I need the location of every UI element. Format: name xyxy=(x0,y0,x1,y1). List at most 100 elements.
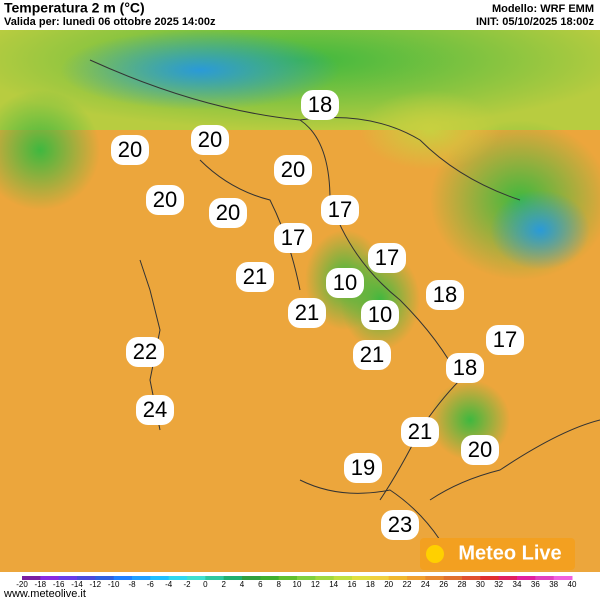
temp-bubble xyxy=(236,262,274,292)
colorbar-segment xyxy=(553,576,573,580)
model: Modello: WRF EMM xyxy=(492,3,594,15)
temp-label: 17 xyxy=(281,225,305,250)
colorbar-segment xyxy=(132,576,151,580)
colorbar-tick-label: 40 xyxy=(568,580,577,589)
header-bg xyxy=(0,0,600,30)
temp-label: 17 xyxy=(493,327,517,352)
colorbar-tick-label: 16 xyxy=(348,580,357,589)
temp-label: 17 xyxy=(375,245,399,270)
colorbar-tick-label: -10 xyxy=(108,580,120,589)
colorbar-segment xyxy=(462,576,481,580)
temp-label: 20 xyxy=(281,157,305,182)
colorbar-tick-label: 0 xyxy=(203,580,208,589)
temp-bubble xyxy=(301,90,339,120)
colorbar-tick-label: 8 xyxy=(276,580,281,589)
temp-label: 20 xyxy=(468,437,492,462)
temp-label: 17 xyxy=(328,197,352,222)
colorbar-segment xyxy=(297,576,316,580)
colorbar-tick-label: -8 xyxy=(128,580,136,589)
temp-label: 22 xyxy=(133,339,157,364)
colorbar-segment xyxy=(315,576,335,580)
temp-label: 10 xyxy=(333,270,357,295)
temp-label: 18 xyxy=(308,92,332,117)
temp-bubble xyxy=(288,298,326,328)
logo-text: Meteo Live xyxy=(458,542,561,564)
temp-bubble xyxy=(274,223,312,253)
colorbar-segment xyxy=(113,576,133,580)
colorbar-segment xyxy=(352,576,371,580)
map-area xyxy=(0,0,600,572)
valid-time: Valida per: lunedì 06 ottobre 2025 14:00… xyxy=(4,16,216,28)
colorbar-tick-label: 38 xyxy=(549,580,558,589)
temp-bubble xyxy=(461,435,499,465)
colorbar-segment xyxy=(498,576,518,580)
colorbar-tick-label: 36 xyxy=(531,580,540,589)
colorbar-segment xyxy=(223,576,243,580)
url: www.meteolive.it xyxy=(3,588,86,600)
colorbar-segment xyxy=(58,576,78,580)
colorbar-segment xyxy=(535,576,555,580)
logo: Meteo Live xyxy=(420,538,575,570)
colorbar-tick-label: -20 xyxy=(16,580,28,589)
colorbar-segment xyxy=(40,576,60,580)
colorbar-tick-label: 2 xyxy=(221,580,226,589)
colorbar-segment xyxy=(95,576,115,580)
temp-label: 20 xyxy=(198,127,222,152)
colorbar-tick-label: -18 xyxy=(35,580,47,589)
colorbar-segment xyxy=(370,576,390,580)
temp-bubble xyxy=(401,417,439,447)
temp-label: 19 xyxy=(351,455,375,480)
colorbar-tick-label: 4 xyxy=(240,580,245,589)
colorbar-segment xyxy=(260,576,280,580)
colorbar-segment xyxy=(77,576,96,580)
colorbar-segment xyxy=(425,576,445,580)
temp-label: 20 xyxy=(118,137,142,162)
colorbar-segment xyxy=(278,576,298,580)
temp-label: 21 xyxy=(408,419,432,444)
colorbar-segment xyxy=(150,576,170,580)
temp-bubble xyxy=(321,195,359,225)
temp-label: 23 xyxy=(388,512,412,537)
colorbar-tick-label: 24 xyxy=(421,580,430,589)
temp-bubble xyxy=(446,353,484,383)
colorbar-segment xyxy=(205,576,225,580)
temp-label: 18 xyxy=(453,355,477,380)
temp-bubble xyxy=(486,325,524,355)
colorbar-segment xyxy=(242,576,261,580)
temp-bubble xyxy=(274,155,312,185)
colorbar-segment xyxy=(187,576,206,580)
colorbar-tick-label: 30 xyxy=(476,580,485,589)
colorbar-tick-label: 10 xyxy=(293,580,302,589)
colorbar-segment xyxy=(517,576,536,580)
colorbar-tick-label: 32 xyxy=(494,580,503,589)
colorbar-segment xyxy=(168,576,188,580)
colorbar-tick-label: 26 xyxy=(439,580,448,589)
temp-bubble xyxy=(344,453,382,483)
colorbar-tick-label: -12 xyxy=(90,580,102,589)
temp-label: 18 xyxy=(433,282,457,307)
colorbar-tick-label: 22 xyxy=(403,580,412,589)
temp-bubble xyxy=(426,280,464,310)
temp-bubble xyxy=(146,185,184,215)
colorbar-tick-label: -14 xyxy=(71,580,83,589)
colorbar-tick-label: -4 xyxy=(165,580,173,589)
colorbar-segment xyxy=(22,576,41,580)
temp-bubble xyxy=(361,300,399,330)
temp-label: 21 xyxy=(360,342,384,367)
colorbar-segment xyxy=(443,576,463,580)
temp-label: 20 xyxy=(153,187,177,212)
temp-label: 10 xyxy=(368,302,392,327)
colorbar-tick-label: 34 xyxy=(513,580,522,589)
colorbar-tick-label: 6 xyxy=(258,580,263,589)
colorbar-segment xyxy=(333,576,353,580)
temp-bubble xyxy=(326,268,364,298)
temp-bubble xyxy=(136,395,174,425)
temp-bubble xyxy=(381,510,419,540)
temp-label: 21 xyxy=(243,264,267,289)
colorbar-tick-label: -16 xyxy=(53,580,65,589)
temp-label: 20 xyxy=(216,200,240,225)
colorbar-tick-label: -6 xyxy=(147,580,155,589)
colorbar-tick-label: 12 xyxy=(311,580,320,589)
temp-bubble xyxy=(353,340,391,370)
